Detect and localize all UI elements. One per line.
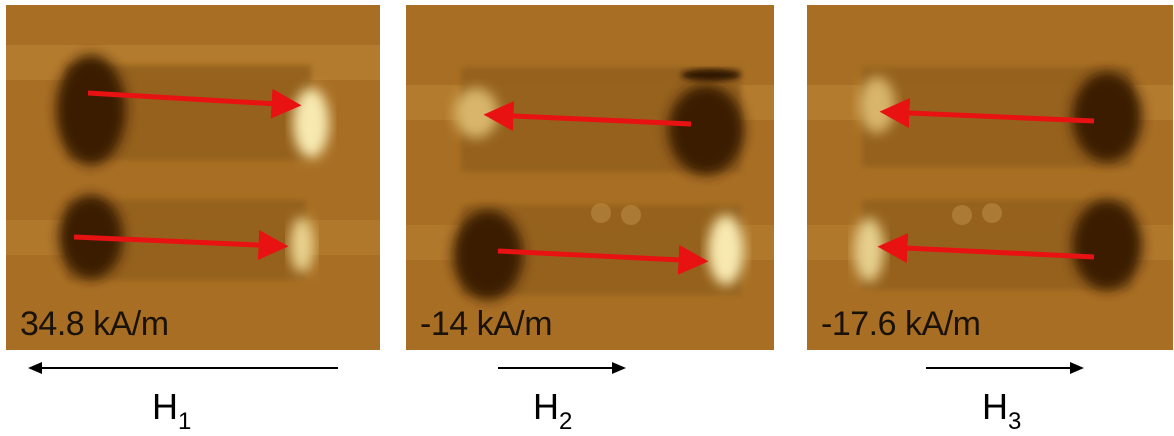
magnetization-arrow-top bbox=[87, 88, 302, 119]
field-direction-arrow-right bbox=[498, 358, 626, 378]
mfm-image-3-graphic bbox=[807, 5, 1173, 350]
field-label-h1: H1 bbox=[152, 386, 192, 435]
field-direction-arrow-left bbox=[28, 358, 338, 378]
magnetization-arrow-top bbox=[483, 101, 692, 131]
field-label-h3: H3 bbox=[982, 386, 1022, 435]
mfm-image-3: -17.6 kA/m bbox=[807, 5, 1173, 350]
field-value-label: 34.8 kA/m bbox=[20, 305, 169, 343]
mfm-image-2: -14 kA/m bbox=[406, 5, 774, 350]
mfm-image-2-graphic bbox=[406, 5, 774, 350]
mfm-image-1: 34.8 kA/m bbox=[6, 5, 380, 350]
magnetization-arrow-top bbox=[879, 97, 1095, 128]
magnetization-arrow-bottom bbox=[73, 230, 289, 261]
field-label-h2: H2 bbox=[533, 386, 573, 435]
mfm-image-1-graphic bbox=[6, 5, 380, 350]
magnetization-arrow-bottom bbox=[877, 233, 1095, 264]
field-value-label: -14 kA/m bbox=[420, 305, 553, 343]
magnetization-arrow-bottom bbox=[497, 244, 709, 275]
field-direction-arrow-right bbox=[926, 358, 1084, 378]
field-value-label: -17.6 kA/m bbox=[821, 305, 981, 343]
